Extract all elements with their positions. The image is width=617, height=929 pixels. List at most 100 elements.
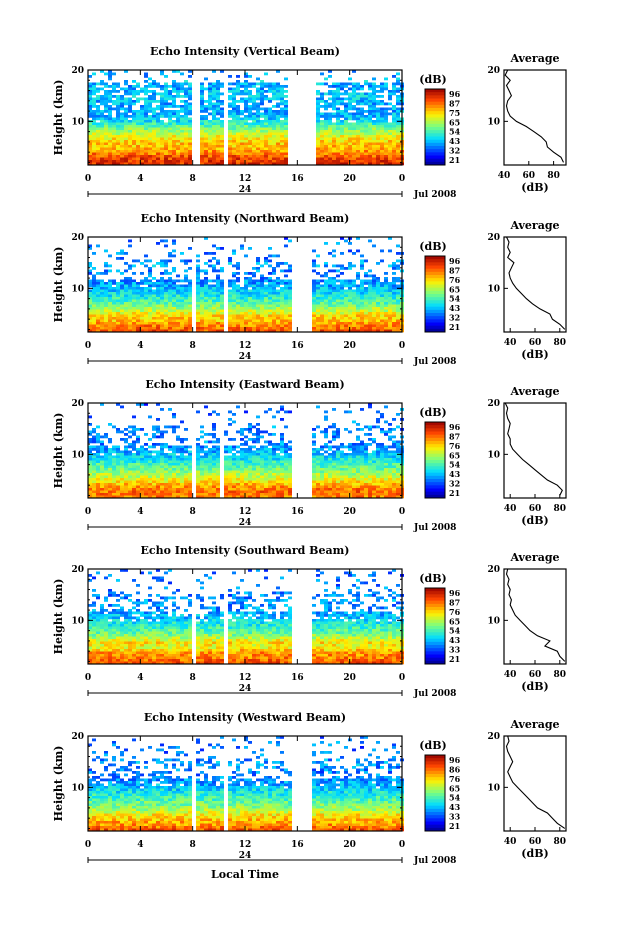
- heatmap-cell: [208, 317, 212, 320]
- heatmap-cell: [152, 428, 156, 431]
- heatmap-cell: [200, 445, 204, 449]
- heatmap-cell: [280, 145, 284, 148]
- heatmap-cell: [364, 130, 368, 133]
- heatmap-cell: [240, 438, 244, 441]
- heatmap-cell: [168, 317, 172, 320]
- heatmap-cell: [128, 284, 132, 288]
- heatmap-cell: [364, 272, 368, 275]
- heatmap-cell: [100, 162, 104, 166]
- heatmap-cell: [92, 312, 96, 315]
- heatmap-cell: [364, 132, 368, 136]
- heatmap-cell: [284, 160, 288, 163]
- heatmap-cell: [336, 319, 340, 323]
- heatmap-cell: [88, 282, 92, 285]
- heatmap-cell: [372, 322, 376, 325]
- heatmap-cell: [396, 115, 400, 118]
- heatmap-cell: [396, 102, 400, 106]
- heatmap-cell: [104, 115, 108, 118]
- heatmap-cell: [228, 132, 232, 136]
- heatmap-cell: [220, 329, 224, 333]
- heatmap-cell: [212, 488, 216, 491]
- heatmap-cell: [176, 324, 180, 328]
- heatmap-cell: [336, 162, 340, 166]
- heatmap-cell: [236, 488, 240, 491]
- heatmap-cell: [120, 147, 124, 151]
- heatmap-cell: [128, 453, 132, 456]
- heatmap-cell: [316, 294, 320, 298]
- heatmap-cell: [88, 92, 92, 96]
- heatmap-cell: [240, 132, 244, 136]
- heatmap-cell: [204, 107, 208, 111]
- heatmap-cell: [368, 110, 372, 113]
- heatmap-cell: [132, 155, 136, 158]
- heatmap-cell: [112, 289, 116, 293]
- heatmap-cell: [160, 488, 164, 491]
- average-y-tick-label: 10: [487, 117, 500, 127]
- heatmap-cell: [360, 279, 364, 283]
- heatmap-cell: [256, 132, 260, 136]
- heatmap-cell: [100, 112, 104, 116]
- heatmap-cell: [168, 483, 172, 486]
- heatmap-cell: [208, 478, 212, 481]
- heatmap-cell: [140, 314, 144, 318]
- heatmap-cell: [356, 297, 360, 300]
- heatmap-cell: [124, 282, 128, 285]
- heatmap-cell: [204, 122, 208, 126]
- heatmap-cell: [272, 142, 276, 146]
- heatmap-cell: [328, 289, 332, 293]
- heatmap-cell: [120, 130, 124, 133]
- heatmap-cell: [172, 100, 176, 103]
- heatmap-cell: [104, 493, 108, 496]
- heatmap-cell: [368, 120, 372, 123]
- heatmap-cell: [108, 322, 112, 325]
- heatmap-cell: [384, 322, 388, 325]
- heatmap-cell: [236, 307, 240, 310]
- heatmap-cell: [260, 324, 264, 328]
- heatmap-cell: [148, 327, 152, 330]
- heatmap-cell: [280, 107, 284, 111]
- heatmap-cell: [128, 329, 132, 333]
- heatmap-cell: [228, 75, 232, 78]
- heatmap-cell: [352, 304, 356, 308]
- heatmap-cell: [280, 152, 284, 156]
- heatmap-cell: [164, 279, 168, 283]
- heatmap-cell: [144, 463, 148, 466]
- heatmap-cell: [180, 475, 184, 479]
- heatmap-cell: [232, 145, 236, 148]
- heatmap-cell: [160, 458, 164, 461]
- heatmap-cell: [140, 299, 144, 303]
- heatmap-cell: [100, 317, 104, 320]
- heatmap-cell: [336, 150, 340, 153]
- heatmap-cell: [228, 150, 232, 153]
- heatmap-cell: [128, 455, 132, 459]
- heatmap-cell: [212, 145, 216, 148]
- heatmap-cell: [216, 160, 220, 163]
- heatmap-cell: [216, 455, 220, 459]
- heatmap-cell: [196, 455, 200, 459]
- heatmap-cell: [276, 302, 280, 305]
- heatmap-cell: [88, 490, 92, 494]
- heatmap-cell: [284, 140, 288, 143]
- heatmap-cell: [336, 242, 340, 245]
- heatmap-cell: [164, 299, 168, 303]
- heatmap-cell: [128, 450, 132, 454]
- heatmap-cell: [108, 448, 112, 451]
- heatmap-cell: [360, 147, 364, 151]
- heatmap-cell: [244, 324, 248, 328]
- y-tick-label: 20: [71, 66, 84, 76]
- heatmap-cell: [112, 122, 116, 126]
- heatmap-cell: [316, 147, 320, 151]
- heatmap-cell: [160, 473, 164, 476]
- heatmap-cell: [188, 155, 192, 158]
- heatmap-cell: [148, 272, 152, 275]
- heatmap-cell: [104, 473, 108, 476]
- heatmap-cell: [320, 115, 324, 118]
- heatmap-cell: [360, 307, 364, 310]
- heatmap-cell: [340, 252, 344, 255]
- heatmap-cell: [324, 317, 328, 320]
- heatmap-cell: [232, 162, 236, 166]
- heatmap-cell: [116, 125, 120, 128]
- heatmap-cell: [320, 132, 324, 136]
- heatmap-cell: [140, 297, 144, 300]
- heatmap-cell: [164, 264, 168, 268]
